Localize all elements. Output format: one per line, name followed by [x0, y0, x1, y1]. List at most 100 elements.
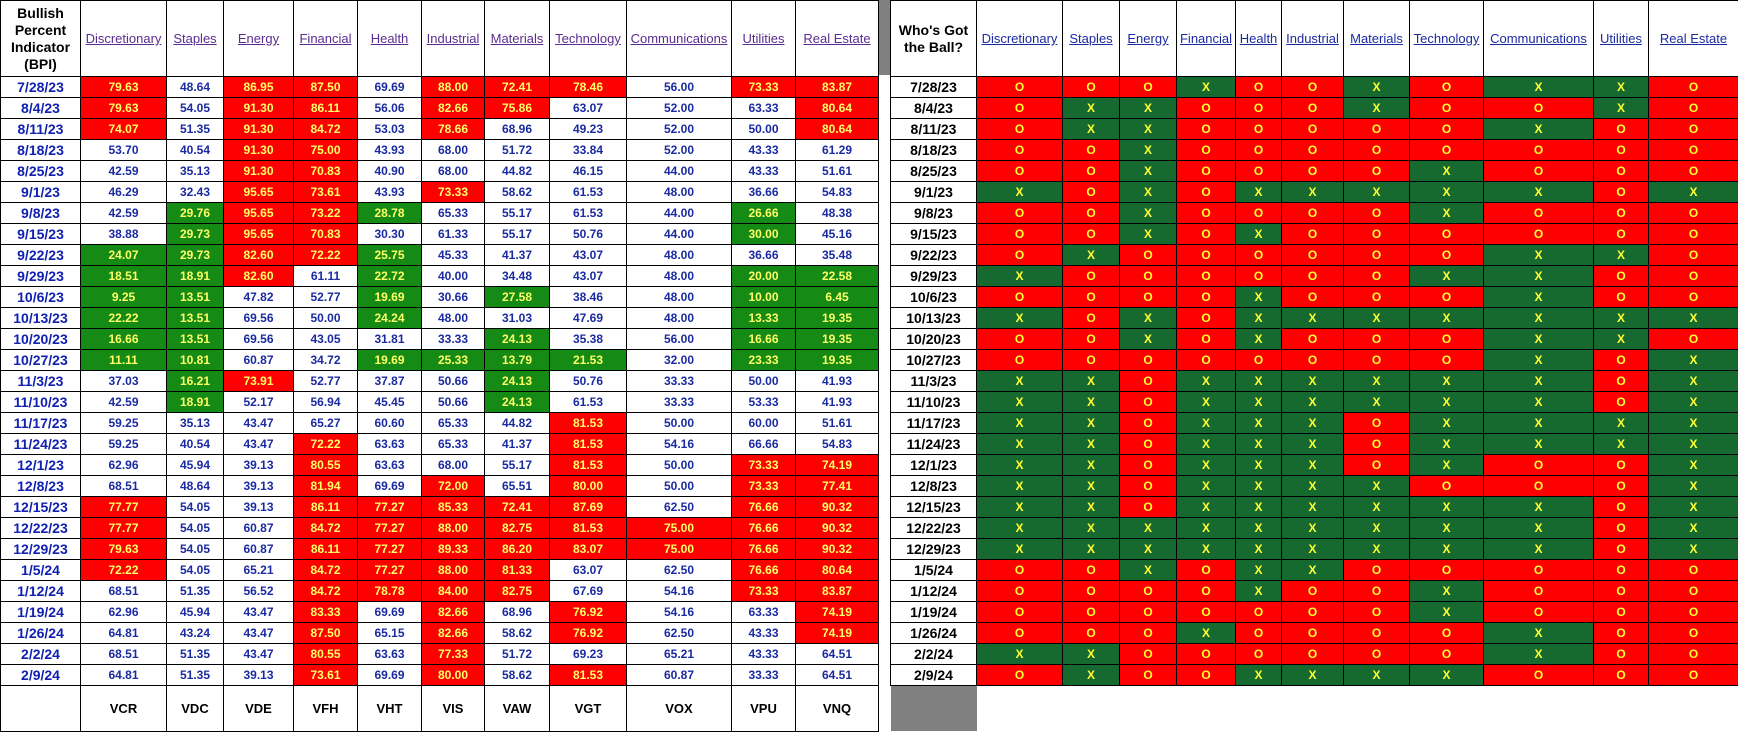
- bpi-value-cell[interactable]: 80.55: [294, 644, 358, 665]
- ball-signal-cell[interactable]: X: [1177, 434, 1236, 455]
- bpi-value-cell[interactable]: 50.66: [422, 371, 485, 392]
- ball-signal-cell[interactable]: O: [1063, 224, 1120, 245]
- ball-signal-cell[interactable]: X: [1344, 539, 1410, 560]
- bpi-value-cell[interactable]: 20.00: [732, 266, 796, 287]
- bpi-value-cell[interactable]: 82.75: [485, 581, 550, 602]
- bpi-value-cell[interactable]: 69.69: [358, 476, 422, 497]
- ball-signal-cell[interactable]: X: [1410, 518, 1484, 539]
- ball-signal-cell[interactable]: O: [1594, 518, 1649, 539]
- ball-signal-cell[interactable]: X: [1177, 455, 1236, 476]
- ball-date-cell[interactable]: 12/22/23: [891, 518, 977, 539]
- bpi-value-cell[interactable]: 91.30: [224, 140, 294, 161]
- bpi-value-cell[interactable]: 51.61: [796, 413, 879, 434]
- ball-signal-cell[interactable]: X: [977, 392, 1063, 413]
- bpi-value-cell[interactable]: 53.70: [81, 140, 167, 161]
- ball-signal-cell[interactable]: X: [1120, 98, 1177, 119]
- ball-header-technology[interactable]: Technology: [1410, 1, 1484, 77]
- bpi-value-cell[interactable]: 68.51: [81, 581, 167, 602]
- bpi-value-cell[interactable]: 54.16: [627, 602, 732, 623]
- bpi-value-cell[interactable]: 58.62: [485, 623, 550, 644]
- ball-signal-cell[interactable]: O: [1594, 182, 1649, 203]
- bpi-value-cell[interactable]: 79.63: [81, 539, 167, 560]
- ball-signal-cell[interactable]: O: [1236, 644, 1282, 665]
- bpi-value-cell[interactable]: 13.33: [732, 308, 796, 329]
- ball-signal-cell[interactable]: O: [1649, 602, 1738, 623]
- ball-signal-cell[interactable]: X: [1484, 371, 1594, 392]
- bpi-date-cell[interactable]: 1/5/24: [1, 560, 81, 581]
- bpi-value-cell[interactable]: 88.00: [422, 518, 485, 539]
- ball-signal-cell[interactable]: O: [1236, 350, 1282, 371]
- ball-signal-cell[interactable]: X: [1063, 476, 1120, 497]
- ball-signal-cell[interactable]: X: [1594, 413, 1649, 434]
- bpi-value-cell[interactable]: 64.81: [81, 623, 167, 644]
- ball-signal-cell[interactable]: X: [1063, 539, 1120, 560]
- ball-signal-cell[interactable]: O: [1594, 623, 1649, 644]
- ball-signal-cell[interactable]: X: [1594, 245, 1649, 266]
- ball-signal-cell[interactable]: O: [1594, 266, 1649, 287]
- ball-signal-cell[interactable]: X: [1177, 77, 1236, 98]
- bpi-value-cell[interactable]: 43.47: [224, 602, 294, 623]
- bpi-date-cell[interactable]: 10/6/23: [1, 287, 81, 308]
- bpi-header-discretionary[interactable]: Discretionary: [81, 1, 167, 77]
- bpi-date-cell[interactable]: 12/15/23: [1, 497, 81, 518]
- bpi-value-cell[interactable]: 81.53: [550, 413, 627, 434]
- bpi-value-cell[interactable]: 51.35: [167, 665, 224, 686]
- ball-signal-cell[interactable]: O: [1120, 602, 1177, 623]
- ball-signal-cell[interactable]: X: [1177, 623, 1236, 644]
- ball-date-cell[interactable]: 11/24/23: [891, 434, 977, 455]
- bpi-value-cell[interactable]: 39.13: [224, 497, 294, 518]
- ball-signal-cell[interactable]: X: [1282, 560, 1344, 581]
- ball-signal-cell[interactable]: X: [1484, 497, 1594, 518]
- ball-date-cell[interactable]: 12/15/23: [891, 497, 977, 518]
- bpi-date-cell[interactable]: 11/17/23: [1, 413, 81, 434]
- bpi-value-cell[interactable]: 64.81: [81, 665, 167, 686]
- ball-signal-cell[interactable]: O: [1649, 644, 1738, 665]
- ball-signal-cell[interactable]: X: [977, 371, 1063, 392]
- bpi-value-cell[interactable]: 73.91: [224, 371, 294, 392]
- ball-signal-cell[interactable]: O: [1282, 224, 1344, 245]
- ball-signal-cell[interactable]: O: [1649, 266, 1738, 287]
- ball-signal-cell[interactable]: O: [1282, 161, 1344, 182]
- bpi-header-industrial[interactable]: Industrial: [422, 1, 485, 77]
- bpi-value-cell[interactable]: 69.56: [224, 308, 294, 329]
- bpi-value-cell[interactable]: 63.63: [358, 644, 422, 665]
- ball-signal-cell[interactable]: O: [1177, 224, 1236, 245]
- ball-signal-cell[interactable]: X: [1063, 434, 1120, 455]
- bpi-value-cell[interactable]: 81.53: [550, 455, 627, 476]
- bpi-value-cell[interactable]: 77.41: [796, 476, 879, 497]
- bpi-value-cell[interactable]: 44.00: [627, 161, 732, 182]
- ball-signal-cell[interactable]: X: [1236, 392, 1282, 413]
- bpi-value-cell[interactable]: 61.53: [550, 182, 627, 203]
- ball-signal-cell[interactable]: X: [1344, 665, 1410, 686]
- ball-signal-cell[interactable]: O: [1177, 644, 1236, 665]
- ball-signal-cell[interactable]: X: [1236, 665, 1282, 686]
- bpi-value-cell[interactable]: 86.95: [224, 77, 294, 98]
- bpi-value-cell[interactable]: 35.13: [167, 413, 224, 434]
- bpi-date-cell[interactable]: 12/29/23: [1, 539, 81, 560]
- bpi-value-cell[interactable]: 43.07: [550, 245, 627, 266]
- ball-signal-cell[interactable]: X: [1649, 518, 1738, 539]
- bpi-value-cell[interactable]: 75.00: [627, 539, 732, 560]
- bpi-value-cell[interactable]: 43.33: [732, 161, 796, 182]
- bpi-value-cell[interactable]: 24.13: [485, 392, 550, 413]
- ball-signal-cell[interactable]: O: [1236, 140, 1282, 161]
- ball-signal-cell[interactable]: X: [1484, 182, 1594, 203]
- ball-signal-cell[interactable]: O: [1484, 665, 1594, 686]
- ball-signal-cell[interactable]: O: [977, 602, 1063, 623]
- ball-signal-cell[interactable]: O: [1594, 203, 1649, 224]
- bpi-value-cell[interactable]: 74.07: [81, 119, 167, 140]
- ball-signal-cell[interactable]: X: [1484, 392, 1594, 413]
- ball-signal-cell[interactable]: X: [1236, 476, 1282, 497]
- ball-signal-cell[interactable]: O: [1120, 644, 1177, 665]
- ball-signal-cell[interactable]: O: [1410, 623, 1484, 644]
- ball-signal-cell[interactable]: O: [1120, 455, 1177, 476]
- bpi-value-cell[interactable]: 52.77: [294, 287, 358, 308]
- bpi-value-cell[interactable]: 55.17: [485, 224, 550, 245]
- bpi-value-cell[interactable]: 10.00: [732, 287, 796, 308]
- ball-signal-cell[interactable]: O: [1282, 602, 1344, 623]
- bpi-value-cell[interactable]: 56.52: [224, 581, 294, 602]
- ball-signal-cell[interactable]: O: [1484, 98, 1594, 119]
- bpi-value-cell[interactable]: 77.27: [358, 560, 422, 581]
- bpi-value-cell[interactable]: 73.33: [422, 182, 485, 203]
- bpi-value-cell[interactable]: 48.00: [422, 308, 485, 329]
